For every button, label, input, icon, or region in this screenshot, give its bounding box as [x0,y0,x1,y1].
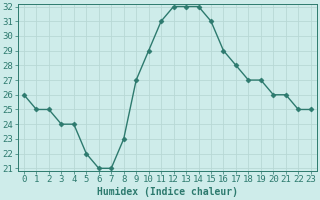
X-axis label: Humidex (Indice chaleur): Humidex (Indice chaleur) [97,187,238,197]
